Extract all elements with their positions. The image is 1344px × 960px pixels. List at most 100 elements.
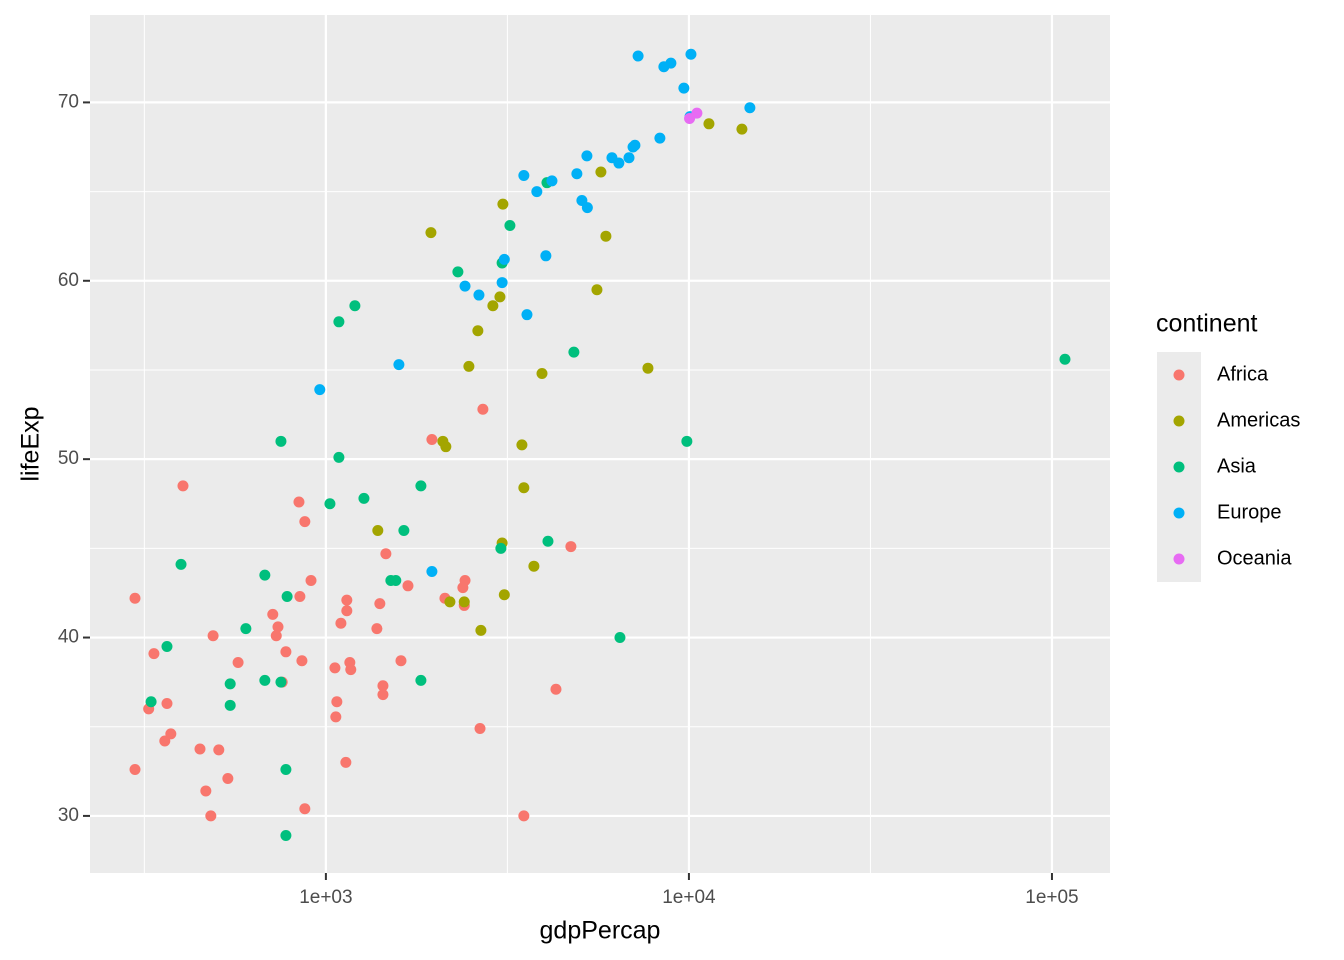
point — [259, 674, 271, 686]
x-axis-title: gdpPercap — [540, 917, 661, 945]
point — [536, 368, 548, 380]
point — [452, 266, 464, 278]
point — [224, 699, 236, 711]
point — [333, 316, 345, 328]
point — [161, 640, 173, 652]
y-tick-label: 30 — [58, 805, 79, 826]
point — [161, 698, 173, 710]
point — [681, 435, 693, 447]
point — [600, 230, 612, 242]
y-tick-label: 60 — [58, 270, 79, 291]
point — [459, 280, 471, 292]
point — [194, 743, 206, 755]
point — [205, 810, 217, 822]
point — [703, 118, 715, 130]
point — [498, 253, 510, 265]
point — [654, 132, 666, 144]
point — [595, 166, 607, 178]
point — [736, 123, 748, 135]
point — [546, 175, 558, 187]
point — [665, 57, 677, 69]
point — [222, 772, 234, 784]
legend-swatch — [1173, 461, 1185, 473]
point — [518, 482, 530, 494]
point — [472, 325, 484, 337]
point — [175, 558, 187, 570]
point — [497, 198, 509, 210]
point — [678, 82, 690, 94]
point — [498, 589, 510, 601]
point — [380, 548, 392, 560]
point — [629, 139, 641, 151]
point — [314, 384, 326, 396]
point — [542, 535, 554, 547]
point — [371, 623, 383, 635]
y-axis-title: lifeExp — [17, 406, 45, 481]
point — [340, 756, 352, 768]
point — [259, 569, 271, 581]
point — [496, 277, 508, 289]
point — [331, 696, 343, 708]
point — [685, 48, 697, 60]
point — [374, 598, 386, 610]
point — [426, 434, 438, 446]
point — [415, 480, 427, 492]
point — [581, 150, 593, 162]
point — [358, 492, 370, 504]
point — [305, 574, 317, 586]
point — [623, 152, 635, 164]
point — [415, 674, 427, 686]
point — [571, 168, 583, 180]
point — [165, 728, 177, 740]
point — [463, 360, 475, 372]
point — [272, 621, 284, 633]
point — [280, 646, 292, 658]
legend-swatch — [1173, 553, 1185, 565]
point — [458, 596, 470, 608]
point — [294, 591, 306, 603]
legend-label: Asia — [1217, 455, 1257, 477]
point — [614, 632, 626, 644]
legend-swatch — [1173, 507, 1185, 519]
point — [632, 50, 644, 62]
legend-swatch — [1173, 369, 1185, 381]
point — [129, 592, 141, 604]
point — [299, 516, 311, 528]
point — [591, 284, 603, 296]
point — [395, 655, 407, 667]
point — [475, 624, 487, 636]
point — [531, 186, 543, 198]
point — [281, 591, 293, 603]
point — [329, 662, 341, 674]
point — [349, 300, 361, 312]
point — [444, 596, 456, 608]
point — [148, 648, 160, 660]
point — [642, 362, 654, 374]
point — [1059, 353, 1071, 365]
point — [280, 764, 292, 776]
point — [581, 202, 593, 214]
point — [440, 441, 452, 453]
point — [270, 630, 282, 642]
point — [518, 810, 530, 822]
point — [550, 683, 562, 695]
point — [145, 696, 157, 708]
point — [232, 657, 244, 669]
legend-label: Africa — [1217, 363, 1269, 385]
y-tick-label: 70 — [58, 91, 79, 112]
point — [495, 542, 507, 554]
point — [477, 403, 489, 415]
point — [540, 250, 552, 262]
point — [240, 623, 252, 635]
x-tick-label: 1e+03 — [299, 887, 352, 908]
point — [129, 764, 141, 776]
point — [473, 289, 485, 301]
point — [335, 617, 347, 629]
point — [377, 689, 389, 701]
point — [504, 219, 516, 231]
legend-title: continent — [1156, 310, 1258, 338]
legend-label: Europe — [1217, 501, 1282, 523]
legend-label: Americas — [1217, 409, 1300, 431]
point — [528, 560, 540, 572]
